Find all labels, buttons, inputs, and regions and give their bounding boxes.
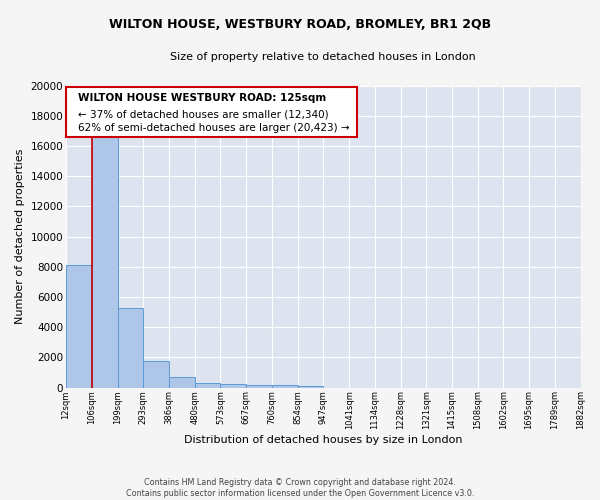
Bar [118,308,143,388]
Text: Contains HM Land Registry data © Crown copyright and database right 2024.
Contai: Contains HM Land Registry data © Crown c… [126,478,474,498]
Bar [66,265,92,388]
Text: 62% of semi-detached houses are larger (20,423) →: 62% of semi-detached houses are larger (… [78,123,349,133]
Bar [298,386,323,388]
Bar [169,377,195,388]
Bar [220,384,246,388]
Text: WILTON HOUSE, WESTBURY ROAD, BROMLEY, BR1 2QB: WILTON HOUSE, WESTBURY ROAD, BROMLEY, BR… [109,18,491,30]
Text: ← 37% of detached houses are smaller (12,340): ← 37% of detached houses are smaller (12… [78,110,328,120]
X-axis label: Distribution of detached houses by size in London: Distribution of detached houses by size … [184,435,463,445]
Text: WILTON HOUSE WESTBURY ROAD: 125sqm: WILTON HOUSE WESTBURY ROAD: 125sqm [78,93,326,103]
Bar [246,384,272,388]
Bar [92,136,118,388]
Bar [272,384,298,388]
Bar [195,383,220,388]
Bar [143,361,169,388]
Title: Size of property relative to detached houses in London: Size of property relative to detached ho… [170,52,476,62]
FancyBboxPatch shape [66,87,357,137]
Y-axis label: Number of detached properties: Number of detached properties [15,149,25,324]
